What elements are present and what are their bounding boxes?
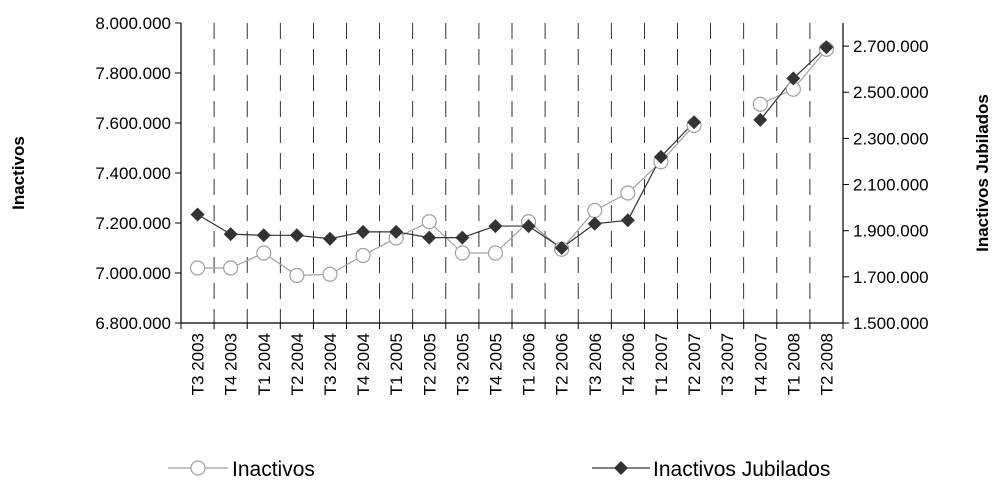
x-tick-label: T3 2004 (321, 333, 340, 395)
right-y-ticks: 1.500.000 1.700.000 1.900.000 2.100.000 2.30… (843, 37, 929, 333)
left-tick-label: 7.600.000 (95, 114, 171, 133)
series-line-inactivos (792, 48, 827, 90)
legend-item-inactivos-jubilados: Inactivos Jubilados (592, 458, 830, 481)
series-line-inactivos-jubilados (462, 225, 496, 239)
legend-label-inactivos: Inactivos (232, 458, 315, 481)
x-tick-label: T3 2005 (453, 333, 472, 395)
data-point-inactivos-jubilados (422, 230, 437, 245)
data-point-inactivos-jubilados (554, 241, 569, 255)
x-tick-label: T1 2006 (520, 333, 539, 395)
left-axis-title: Inactivos (9, 136, 28, 210)
right-tick-label: 2.100.000 (853, 176, 929, 195)
series-line-inactivos-jubilados (561, 223, 596, 249)
x-tick-label: T2 2004 (288, 333, 307, 395)
right-tick-label: 1.900.000 (853, 222, 929, 241)
data-point-inactivos-jubilados (356, 224, 371, 239)
legend-marker-circle (190, 460, 206, 476)
x-tick-label: T4 2004 (354, 333, 373, 395)
data-point-inactivos-jubilados (455, 230, 470, 245)
data-point-inactivos-jubilados (653, 149, 668, 164)
data-point-inactivos-jubilados (256, 228, 271, 243)
data-point-inactivos-jubilados (620, 213, 635, 228)
data-point-inactivos (289, 267, 305, 284)
data-point-inactivos-jubilados (753, 112, 768, 127)
x-tick-label: T1 2004 (255, 333, 274, 395)
data-point-inactivos-jubilados (587, 216, 602, 231)
x-tick-label: T3 2003 (189, 333, 208, 395)
right-tick-label: 1.500.000 (853, 314, 929, 333)
legend: Inactivos Inactivos Jubilados (168, 458, 830, 481)
data-point-inactivos (189, 260, 206, 276)
x-tick-label: T3 2007 (718, 333, 737, 395)
left-tick-label: 6.800.000 (95, 314, 171, 333)
right-tick-label: 2.700.000 (853, 37, 929, 56)
grid-lines (213, 23, 811, 323)
x-tick-label: T2 2006 (553, 333, 572, 395)
data-point-inactivos (256, 245, 272, 261)
x-tick-label: T4 2003 (222, 333, 241, 395)
data-point-inactivos-jubilados (786, 71, 801, 86)
x-tick-label: T1 2008 (784, 333, 803, 395)
data-point-inactivos-jubilados (223, 227, 238, 242)
right-tick-label: 1.700.000 (853, 268, 929, 287)
x-tick-label: T4 2007 (751, 333, 770, 395)
x-tick-label: T3 2006 (586, 333, 605, 395)
data-point-inactivos-jubilados (190, 207, 205, 222)
x-tick-label: T2 2008 (817, 333, 836, 395)
data-point-inactivos (620, 185, 636, 201)
data-point-inactivos (223, 260, 239, 276)
left-y-ticks: 6.800.000 7.000.000 7.200.000 7.400.000 7.60… (95, 14, 181, 333)
data-point-inactivos (752, 96, 768, 112)
data-point-inactivos (355, 247, 371, 264)
legend-item-inactivos: Inactivos (168, 458, 315, 481)
data-point-inactivos (322, 266, 338, 282)
data-point-inactivos-jubilados (488, 219, 503, 234)
data-point-inactivos (454, 245, 470, 261)
x-tick-label: T4 2005 (486, 333, 505, 395)
legend-marker-diamond (614, 461, 628, 475)
series-layer (189, 40, 835, 284)
left-tick-label: 7.000.000 (95, 264, 171, 283)
series-line-inactivos-jubilados (197, 214, 231, 235)
series-line-inactivos-jubilados (627, 156, 662, 221)
data-point-inactivos-jubilados (322, 231, 337, 246)
left-tick-label: 8.000.000 (95, 14, 171, 33)
series-line-inactivos (561, 210, 596, 250)
x-tick-label: T2 2007 (685, 333, 704, 395)
legend-label-inactivos-jubilados: Inactivos Jubilados (653, 458, 830, 481)
x-tick-label: T1 2007 (652, 333, 671, 395)
data-point-inactivos-jubilados (819, 40, 834, 55)
data-point-inactivos (487, 245, 504, 261)
x-tick-label: T2 2005 (420, 333, 439, 395)
x-ticks: T3 2003 T4 2003 T1 2004 T2 2004 T3 2004 T4 20… (180, 323, 844, 395)
data-point-inactivos-jubilados (521, 219, 536, 234)
right-axis-title: Inactivos Jubilados (973, 94, 992, 252)
data-point-inactivos-jubilados (687, 115, 702, 130)
data-point-inactivos (421, 214, 437, 230)
left-tick-label: 7.400.000 (95, 164, 171, 183)
data-point-inactivos-jubilados (289, 228, 304, 243)
data-point-inactivos (587, 202, 603, 219)
left-tick-label: 7.200.000 (95, 214, 171, 233)
right-tick-label: 2.300.000 (853, 129, 929, 148)
x-tick-label: T1 2005 (387, 333, 406, 395)
left-tick-label: 7.800.000 (95, 64, 171, 83)
x-tick-label: T4 2006 (619, 333, 638, 395)
right-tick-label: 2.500.000 (853, 83, 929, 102)
data-point-inactivos-jubilados (389, 224, 404, 239)
